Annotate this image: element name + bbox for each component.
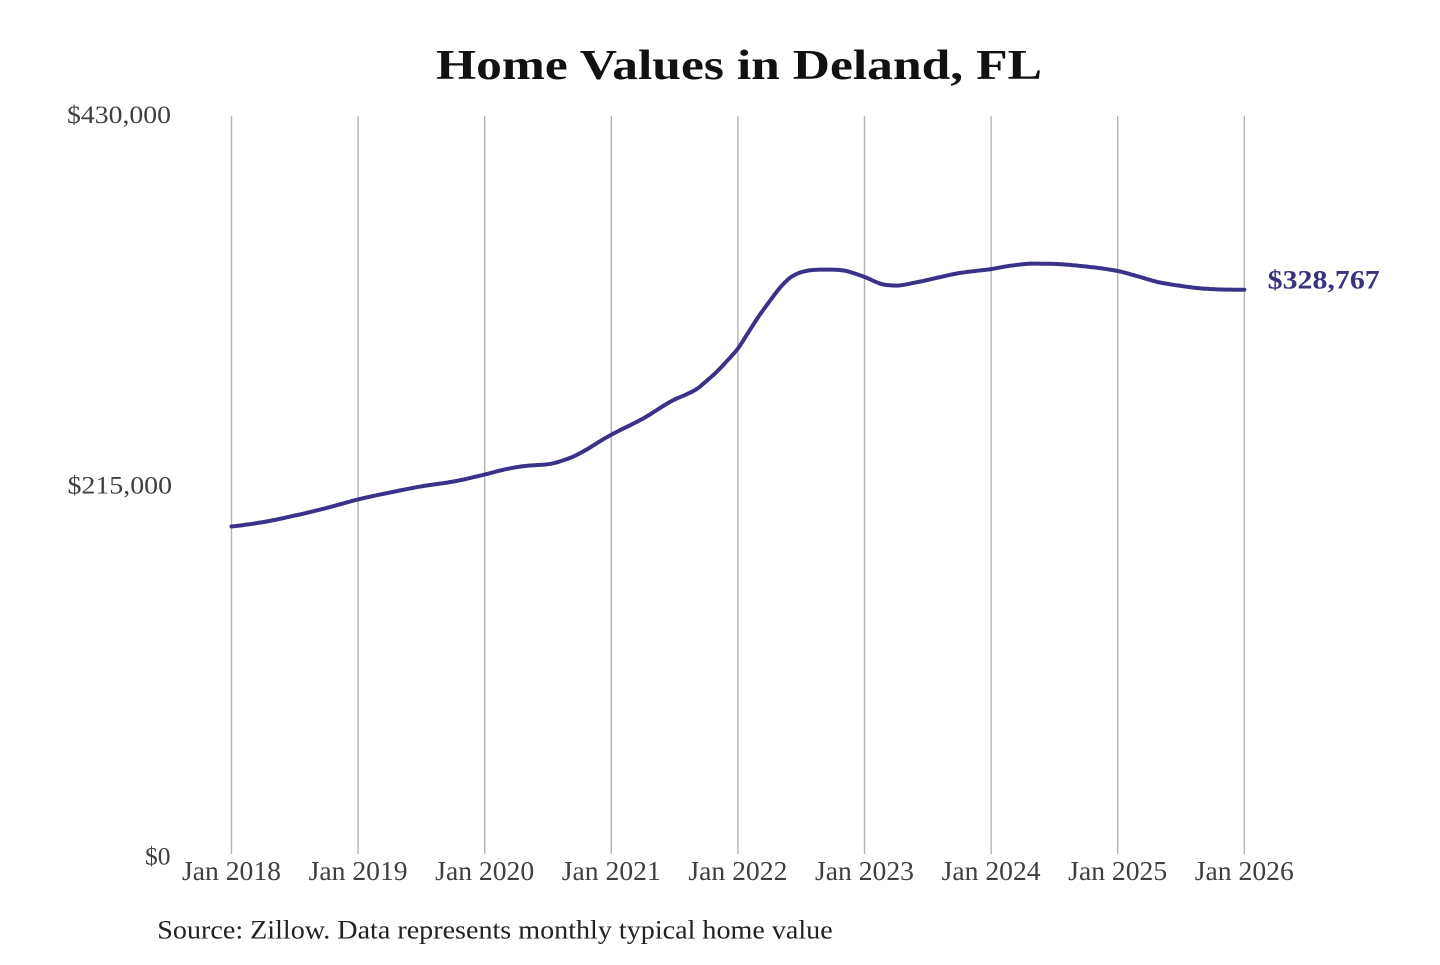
svg-text:$328,767: $328,767 [1268, 265, 1380, 295]
svg-text:Jan 2021: Jan 2021 [562, 855, 661, 886]
svg-text:$430,000: $430,000 [67, 102, 171, 129]
svg-text:Source: Zillow. Data represent: Source: Zillow. Data represents monthly … [157, 916, 832, 945]
svg-text:$0: $0 [145, 844, 171, 871]
svg-text:Jan 2018: Jan 2018 [182, 855, 281, 886]
svg-text:Jan 2019: Jan 2019 [309, 855, 408, 886]
svg-text:$215,000: $215,000 [68, 472, 173, 499]
svg-text:Jan 2026: Jan 2026 [1195, 855, 1294, 886]
svg-text:Jan 2025: Jan 2025 [1068, 855, 1167, 886]
svg-text:Jan 2024: Jan 2024 [942, 855, 1041, 886]
svg-text:Jan 2020: Jan 2020 [435, 855, 534, 886]
svg-text:Home Values in Deland, FL: Home Values in Deland, FL [436, 43, 1042, 89]
svg-text:Jan 2022: Jan 2022 [688, 855, 787, 886]
svg-text:Jan 2023: Jan 2023 [815, 855, 914, 886]
